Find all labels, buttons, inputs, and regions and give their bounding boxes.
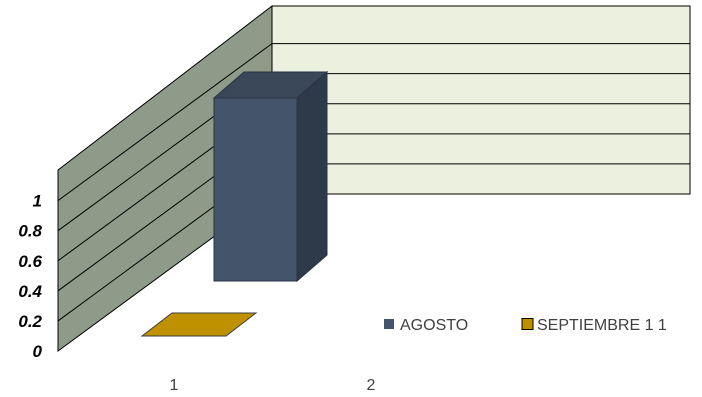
side-gridline [57,43,273,202]
y-tick-label: 0.8 [18,222,42,241]
y-axis-ticks: 0 0.2 0.4 0.6 0.8 1 [18,192,42,361]
bar-septiembre-1 [140,312,258,337]
y-tick-label: 0.4 [18,282,42,301]
bar-agosto-1-side [296,70,328,283]
legend-swatch-agosto [384,319,394,329]
legend: AGOSTO SEPTIEMBRE 1 1 [384,317,667,334]
x-tick-label: 2 [367,377,376,394]
bars [140,70,329,337]
legend-label-agosto: AGOSTO [400,317,468,334]
legend-swatch-septiembre [521,318,534,330]
legend-label-septiembre: SEPTIEMBRE 1 1 [537,317,667,334]
gridlines [57,43,690,322]
x-tick-label: 1 [170,377,179,394]
y-tick-label: 0.6 [18,252,42,271]
y-tick-label: 0.2 [18,312,42,331]
y-tick-label: 1 [33,192,42,211]
bar-agosto-1 [213,97,298,282]
y-tick-label: 0 [33,342,43,361]
back-wall [271,5,691,195]
